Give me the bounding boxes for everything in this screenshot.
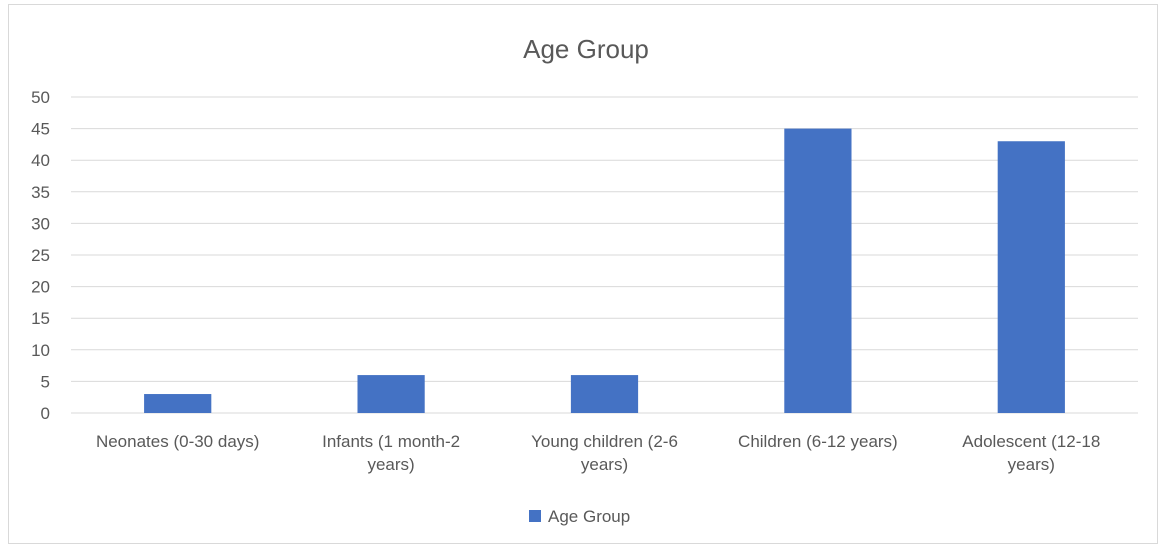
- y-tick-label: 30: [31, 214, 50, 233]
- x-category-label: Adolescent (12-18 years): [962, 432, 1100, 474]
- x-category-label: Young children (2-6 years): [531, 432, 678, 474]
- y-tick-label: 50: [31, 88, 50, 107]
- bar: [357, 375, 425, 413]
- y-tick-label: 20: [31, 278, 50, 297]
- y-tick-label: 25: [31, 246, 50, 265]
- x-category-label: Infants (1 month-2 years): [322, 432, 460, 474]
- chart-frame: [8, 4, 1158, 544]
- legend: Age Group: [529, 507, 630, 526]
- y-tick-label: 0: [41, 404, 50, 423]
- y-axis-ticks: 0 5 10 15 20 25 30 35 40 45 50: [31, 88, 50, 423]
- bar: [784, 128, 852, 413]
- x-axis-labels: Neonates (0-30 days) Infants (1 month-2 ye…: [96, 432, 1100, 474]
- bar: [997, 141, 1065, 414]
- y-tick-label: 10: [31, 341, 50, 360]
- legend-swatch: [529, 510, 541, 522]
- y-tick-label: 15: [31, 309, 50, 328]
- y-tick-label: 40: [31, 151, 50, 170]
- bar: [144, 394, 212, 413]
- bars: [144, 128, 1065, 414]
- chart-title: Age Group: [523, 34, 649, 64]
- y-tick-label: 35: [31, 183, 50, 202]
- gridlines: [71, 96, 1138, 414]
- x-category-label: Neonates (0-30 days): [96, 432, 259, 451]
- y-tick-label: 45: [31, 120, 50, 139]
- x-category-label: Children (6-12 years): [738, 432, 898, 451]
- bar: [570, 375, 639, 413]
- y-tick-label: 5: [41, 372, 50, 391]
- legend-label: Age Group: [548, 507, 630, 526]
